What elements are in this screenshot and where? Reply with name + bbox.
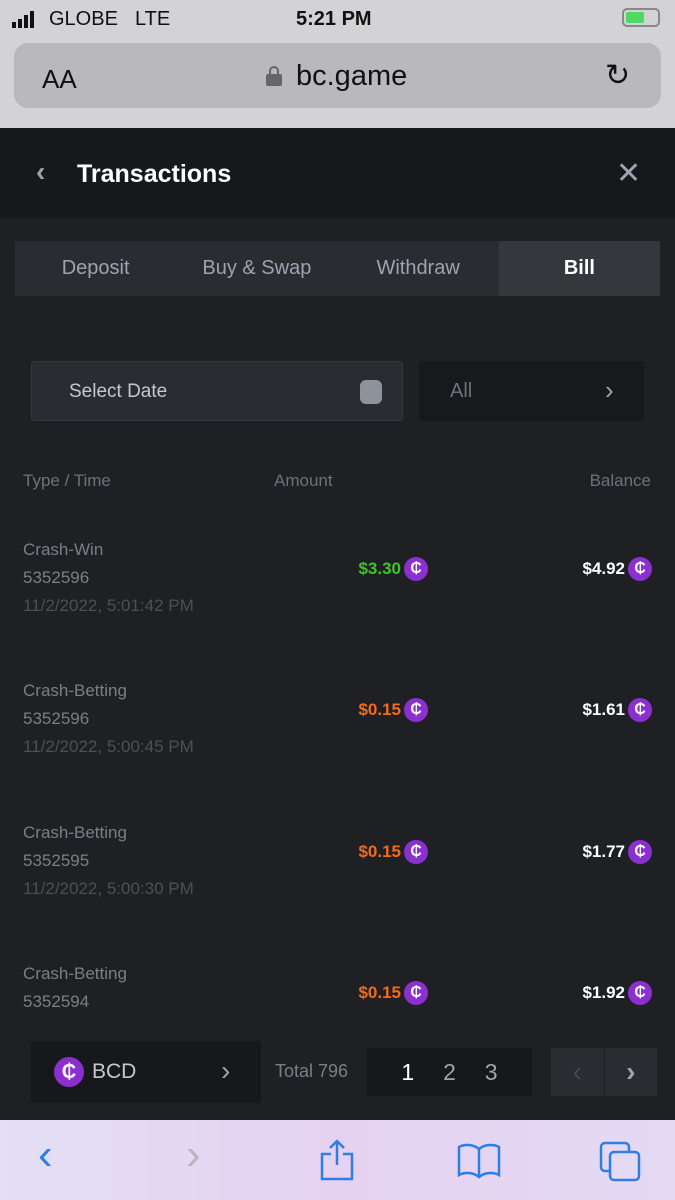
row-type: Crash-Betting [23,963,127,983]
balance-value: $1.92 [582,982,625,1002]
page-1[interactable]: 1 [401,1058,415,1085]
date-placeholder: Select Date [69,381,168,402]
tab-bar: Deposit Buy & Swap Withdraw Bill [15,241,660,296]
row-time: 11/2/2022, 5:00:45 PM [23,737,194,757]
row-amount: $0.15 ₵ [358,839,428,864]
balance-value: $1.61 [582,700,625,720]
page-2[interactable]: 2 [443,1058,456,1085]
table-row[interactable]: Crash-Win 5352596 11/2/2022, 5:01:42 PM … [0,540,675,640]
tab-withdraw[interactable]: Withdraw [376,257,460,279]
pagination: 1 2 3 [367,1048,532,1096]
type-select[interactable]: All › [419,361,644,421]
total-count: Total 796 [275,1061,349,1081]
page-header [0,128,675,218]
bcd-coin-icon: ₵ [54,1057,84,1087]
row-type: Crash-Win [23,540,104,559]
row-id: 5352594 [23,991,90,1011]
balance-value: $1.77 [582,841,625,861]
tab-bill[interactable]: Bill [498,241,660,296]
close-icon[interactable]: ✕ [616,157,642,190]
lock-icon [266,66,282,86]
bookmarks-icon[interactable] [456,1143,502,1179]
tabs-icon[interactable] [598,1140,642,1182]
row-id: 5352596 [23,568,90,587]
row-amount: $3.30 ₵ [358,557,428,581]
row-id: 5352595 [23,850,90,870]
address-bar[interactable] [14,43,661,108]
bcd-coin-icon: ₵ [628,698,652,723]
row-balance: $1.61 ₵ [582,698,652,723]
table-row[interactable]: Crash-Betting 5352596 11/2/2022, 5:00:45… [0,681,675,781]
tab-buy-swap[interactable]: Buy & Swap [202,257,312,279]
bcd-coin-icon: ₵ [404,557,428,581]
amount-value: $0.15 [358,841,401,861]
url-text[interactable]: bc.game [296,60,408,92]
page-title: Transactions [77,160,232,188]
calendar-icon [360,380,382,404]
carrier: GLOBE [49,8,118,30]
table-row[interactable]: Crash-Betting 5352595 11/2/2022, 5:00:30… [0,823,675,923]
currency-label: BCD [92,1060,137,1083]
signal-icon [12,11,34,28]
row-type: Crash-Betting [23,681,127,701]
amount-value: $0.15 [358,700,401,720]
row-amount: $0.15 ₵ [358,980,428,1005]
row-time: 11/2/2022, 5:00:30 PM [23,878,194,898]
browser-forward-icon[interactable]: › [186,1130,201,1179]
currency-select[interactable]: ₵ BCD › [31,1041,261,1103]
row-time: 11/2/2022, 5:01:42 PM [23,596,194,615]
back-icon[interactable]: ‹ [36,156,46,187]
bcd-coin-icon: ₵ [628,980,652,1005]
pager: ‹ › [551,1048,657,1096]
amount-value: $0.15 [358,982,401,1002]
row-balance: $4.92 ₵ [582,557,652,581]
chevron-right-icon: › [605,375,614,405]
share-icon[interactable] [318,1138,356,1182]
page-3[interactable]: 3 [484,1058,498,1085]
col-balance: Balance [589,471,651,490]
row-balance: $1.92 ₵ [582,980,652,1005]
network: LTE [135,8,171,30]
col-type-time: Type / Time [23,471,111,490]
type-value: All [450,380,473,402]
browser-back-icon[interactable]: ‹ [38,1130,53,1179]
text-size-button[interactable]: AA [42,64,77,94]
chevron-right-icon: › [221,1055,231,1086]
balance-value: $4.92 [582,559,625,578]
bcd-coin-icon: ₵ [628,839,652,864]
bcd-coin-icon: ₵ [404,980,428,1005]
bcd-coin-icon: ₵ [404,698,428,723]
reload-icon[interactable]: ↻ [605,59,631,92]
col-amount: Amount [274,471,333,490]
tab-deposit[interactable]: Deposit [61,257,130,279]
row-id: 5352596 [23,709,90,729]
bcd-coin-icon: ₵ [404,839,428,864]
table-row[interactable]: Crash-Betting 5352594 $0.15 ₵ $1.92 ₵ [0,964,675,1064]
prev-page-button[interactable]: ‹ [551,1048,604,1096]
row-amount: $0.15 ₵ [358,698,428,723]
amount-value: $3.30 [358,559,401,578]
date-picker[interactable]: Select Date [31,361,403,421]
battery-icon [622,8,660,27]
row-type: Crash-Betting [23,822,127,842]
next-page-button[interactable]: › [604,1048,657,1096]
row-balance: $1.77 ₵ [582,839,652,864]
clock: 5:21 PM [296,8,372,30]
bcd-coin-icon: ₵ [628,557,652,581]
